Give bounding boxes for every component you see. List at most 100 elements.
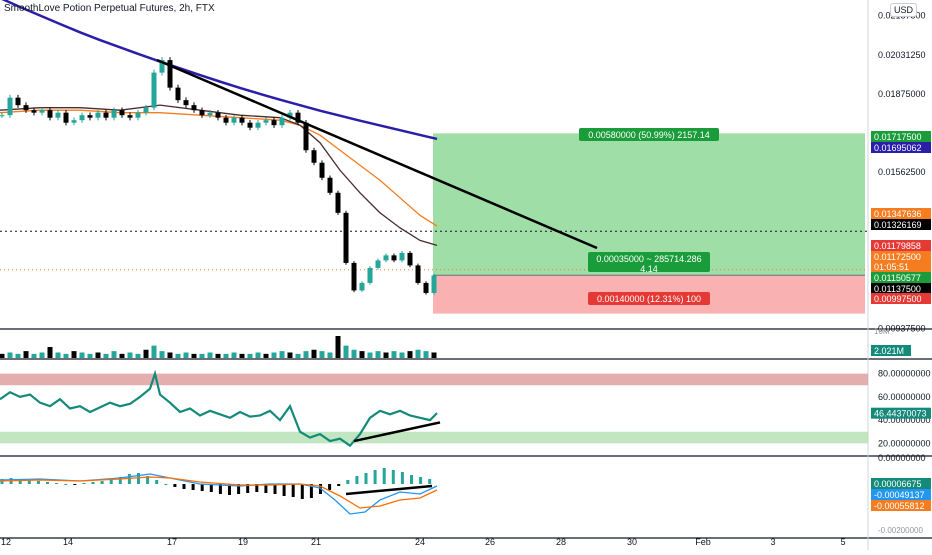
macd-badge-text: -0.00055812 [874,501,925,511]
candle-body [0,115,5,117]
candle-body [415,265,421,283]
volume-bar [351,349,357,358]
candle-body [303,122,309,151]
candle-body [23,105,29,111]
candle-body [47,110,53,118]
macd-signal-line [0,476,438,509]
currency-badge[interactable]: USD [890,3,918,17]
time-tick-label: 28 [556,537,566,547]
rsi-tick-label: 60.00000000 [878,392,931,402]
candle-body [175,87,181,101]
candle-body [367,267,373,283]
rsi-tick-label: 80.00000000 [878,369,931,379]
time-tick-label: 26 [485,537,495,547]
volume-bar [367,352,373,358]
macd-histogram-bar [237,484,241,494]
volume-bar [303,351,309,358]
volume-bar [431,352,437,358]
ma-line-2 [0,104,438,246]
time-tick-label: 3 [770,537,775,547]
candle-body [215,112,221,118]
candle-body [111,110,117,118]
volume-bar [143,349,149,358]
rsi-tick-label: 40.00000000 [878,415,931,425]
candle-body [39,110,45,113]
candle-body [335,192,341,213]
candle-body [191,105,197,111]
macd-badge-text: -0.00049137 [874,490,925,500]
candle-body [311,150,317,163]
candle-body [399,252,405,261]
volume-bar [423,351,429,358]
target-label [579,128,719,141]
volume-bar [15,353,21,358]
volume-bar [95,352,101,358]
risk-reward-label-text: 4.14 [640,264,658,274]
volume-bar [207,352,213,358]
macd-histogram-bar [337,484,341,486]
volume-bar [199,353,205,358]
volume-bar [231,352,237,358]
volume-bar [295,353,301,358]
volume-bar [55,352,61,358]
macd-histogram-bar [182,484,186,489]
candle-body [55,112,61,118]
macd-badge [871,478,931,489]
price-badge-text: 0.01717500 [874,132,922,142]
volume-bar [23,351,29,358]
macd-histogram-bar [27,480,31,484]
candle-body [207,112,213,116]
profit-zone [433,133,865,276]
macd-histogram-bar [164,484,168,485]
price-badge-text: 0.01695062 [874,143,922,153]
price-badge [871,219,931,230]
macd-histogram-bar [82,483,86,484]
candle-body [119,110,125,116]
volume-bar [63,353,69,358]
candle-body [359,282,365,291]
risk-reward-label [588,252,710,272]
macd-histogram-bar [382,468,386,484]
macd-histogram-bar [391,470,395,484]
volume-bar [327,352,333,358]
price-badge-text: 0.01150577 [874,273,921,283]
volume-bar [167,352,173,358]
macd-histogram-bar [291,484,295,497]
macd-histogram-bar [73,484,77,485]
candle-body [159,60,165,73]
volume-bar [383,352,389,358]
volume-tick-label: 10M [874,327,890,336]
macd-histogram-bar [200,484,204,491]
price-tick-label: 0.00937500 [878,324,926,334]
macd-histogram-bar [373,470,377,484]
macd-histogram-bar [146,476,150,484]
volume-bar [399,352,405,358]
candle-body [31,110,37,113]
volume-bar [391,351,397,358]
candle-body [231,117,237,123]
time-tick-label: 24 [415,537,425,547]
candle-body [263,120,269,123]
volume-bar [223,353,229,358]
candle-body [295,112,301,123]
macd-tick-label: -0.00200000 [878,526,923,535]
price-badge-text: 01:05:51 [874,262,909,272]
macd-divergence-line [345,484,433,496]
volume-bar [31,353,37,358]
candle-body [383,255,389,261]
macd-histogram-bar [410,475,413,484]
price-badge-text: 0.01137500 [874,284,921,294]
rsi-overbought-band [0,373,868,386]
time-tick-label: 14 [63,537,73,547]
volume-bar [39,352,45,358]
volume-bar [183,352,189,358]
macd-badge [871,500,931,511]
price-badge [871,261,931,272]
time-tick-label: 19 [238,537,248,547]
macd-histogram-bar [218,484,222,494]
volume-bar [335,336,341,358]
volume-bar [103,353,109,358]
candle-body [239,117,245,123]
